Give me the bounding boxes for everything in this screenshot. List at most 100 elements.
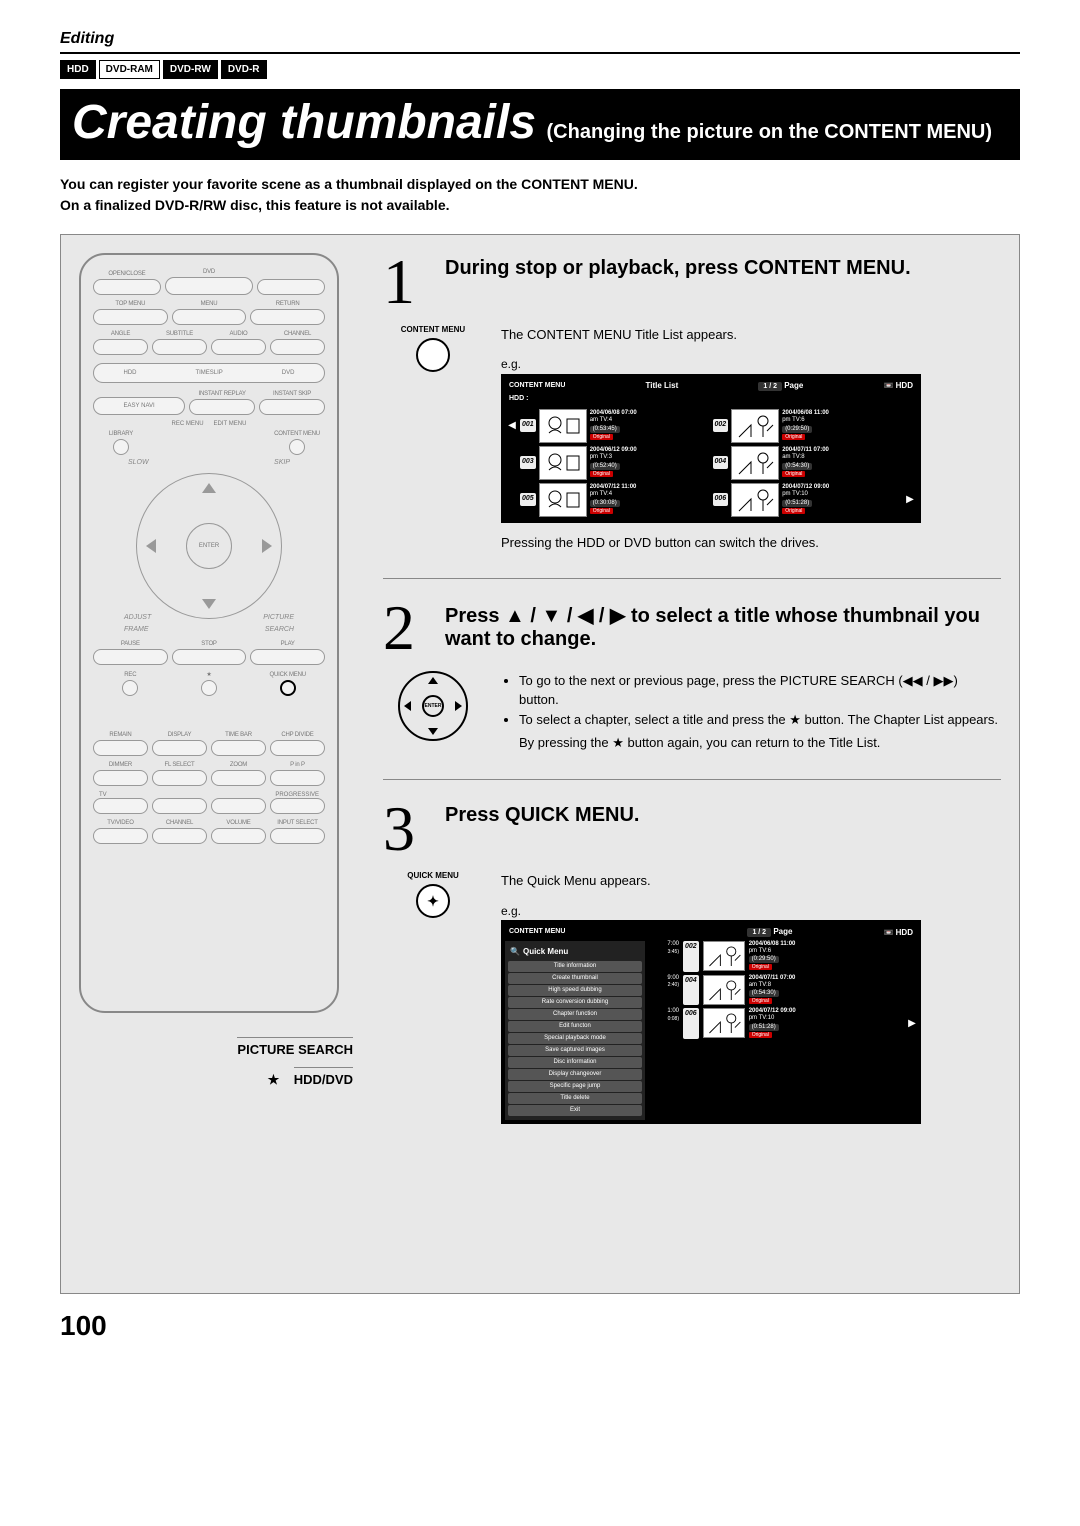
media-tag-dvdram: DVD-RAM <box>99 60 160 79</box>
dimmer-button[interactable] <box>93 770 148 786</box>
progressive-button[interactable] <box>270 798 325 814</box>
title-thumbnail[interactable]: 0012004/06/08 07:00am TV:4(0:53:45)Origi… <box>520 409 710 443</box>
quickmenu-item[interactable]: Exit <box>508 1105 642 1116</box>
title-sub: (Changing the picture on the CONTENT MEN… <box>547 121 993 143</box>
quickmenu-item[interactable]: Chapter function <box>508 1009 642 1020</box>
contentmenu-icon <box>416 338 450 372</box>
enter-button[interactable]: ENTER <box>186 523 232 569</box>
return-button[interactable] <box>250 309 325 325</box>
remote-control: OPEN/CLOSE DVD TOP MENU MENU RETURN ANGL… <box>79 253 339 1013</box>
eg-label: e.g. <box>501 904 521 918</box>
star-button[interactable] <box>201 680 217 696</box>
callout-picture-search: PICTURE SEARCH <box>237 1037 353 1057</box>
dpad-down-icon[interactable] <box>202 599 216 609</box>
dpad[interactable]: SLOW SKIP FRAME ADJUST PICTURE SEARCH EN… <box>124 461 294 631</box>
step-title: Press ▲ / ▼ / ◀ / ▶ to select a title wh… <box>445 599 1001 651</box>
angle-button[interactable] <box>93 339 148 355</box>
step-icon-label: CONTENT MENU <box>401 325 465 334</box>
intro-line-2: On a finalized DVD-R/RW disc, this featu… <box>60 197 450 213</box>
pinp-button[interactable] <box>270 770 325 786</box>
step-1: 1 During stop or playback, press CONTENT… <box>383 253 1001 552</box>
step-number: 3 <box>383 800 433 858</box>
quickmenu-item[interactable]: Disc information <box>508 1057 642 1068</box>
step-bullets: To go to the next or previous page, pres… <box>519 671 1001 730</box>
quickmenu-item[interactable]: Rate conversion dubbing <box>508 997 642 1008</box>
quickmenu-item[interactable]: Special playback mode <box>508 1033 642 1044</box>
quickmenu-button[interactable] <box>280 680 296 696</box>
channel2-button[interactable] <box>152 828 207 844</box>
quickmenu-item[interactable]: Title information <box>508 961 642 972</box>
title-thumbnail[interactable]: 0032004/06/12 09:00pm TV:3(0:52:40)Origi… <box>520 446 710 480</box>
quickmenu-item[interactable]: Specific page jump <box>508 1081 642 1092</box>
step-number: 1 <box>383 253 433 311</box>
instantskip-button[interactable] <box>259 399 325 415</box>
quickmenu-item[interactable]: Create thumbnail <box>508 973 642 984</box>
title-bar: Creating thumbnails (Changing the pictur… <box>60 89 1020 160</box>
remote-label: DVD <box>165 269 253 275</box>
divider <box>383 578 1001 579</box>
quickmenu-item[interactable]: Save captured images <box>508 1045 642 1056</box>
chpdivide-button[interactable] <box>270 740 325 756</box>
title-thumbnail[interactable]: 0062004/07/12 09:00pm TV:10(0:51:28)Orig… <box>713 483 903 517</box>
intro-text: You can register your favorite scene as … <box>60 174 1020 216</box>
dvd-indicator-button[interactable] <box>165 277 253 295</box>
menu-button[interactable] <box>172 309 247 325</box>
quickmenu-icon: ✦ <box>416 884 450 918</box>
dpad-up-icon[interactable] <box>202 483 216 493</box>
quickmenu-item[interactable]: Title delete <box>508 1093 642 1104</box>
zoom-button[interactable] <box>211 770 266 786</box>
divider <box>383 779 1001 780</box>
inputselect-button[interactable] <box>270 828 325 844</box>
display-button[interactable] <box>152 740 207 756</box>
media-tags: HDD DVD-RAM DVD-RW DVD-R <box>60 60 1020 79</box>
flselect-button[interactable] <box>152 770 207 786</box>
media-tag-hdd: HDD <box>60 60 96 79</box>
quickmenu-item[interactable]: Display changeover <box>508 1069 642 1080</box>
pause-button[interactable] <box>93 649 168 665</box>
channel-button[interactable] <box>270 339 325 355</box>
step-desc: The Quick Menu appears. <box>501 871 1001 891</box>
step-note: Pressing the HDD or DVD button can switc… <box>501 533 1001 553</box>
divider <box>60 52 1020 54</box>
section-header: Editing <box>60 30 1020 48</box>
eject-button[interactable] <box>93 279 161 295</box>
content-menu-screen: CONTENT MENU Title List 1 / 2 Page 📼 HDD… <box>501 374 921 523</box>
steps-column: 1 During stop or playback, press CONTENT… <box>383 253 1001 1275</box>
play-button[interactable] <box>250 649 325 665</box>
rec-button[interactable] <box>122 680 138 696</box>
intro-line-1: You can register your favorite scene as … <box>60 176 638 192</box>
minus-button[interactable] <box>152 798 207 814</box>
tvvideo-button[interactable] <box>93 828 148 844</box>
step-desc: The CONTENT MENU Title List appears. <box>501 325 1001 345</box>
step-2: 2 Press ▲ / ▼ / ◀ / ▶ to select a title … <box>383 599 1001 753</box>
title-thumbnail[interactable]: 0052004/07/12 11:00pm TV:4(0:30:08)Origi… <box>520 483 710 517</box>
eg-label: e.g. <box>501 357 521 371</box>
instantreplay-button[interactable] <box>189 399 255 415</box>
audio-button[interactable] <box>211 339 266 355</box>
title-thumbnail[interactable]: 0042004/07/11 07:00am TV:8(0:54:30)Origi… <box>713 446 903 480</box>
quickmenu-item[interactable]: Edit functon <box>508 1021 642 1032</box>
title-thumbnail[interactable]: 0022004/06/08 11:00pm TV:6(0:29:50)Origi… <box>713 409 903 443</box>
dpad-left-icon[interactable] <box>146 539 156 553</box>
volume-button[interactable] <box>211 828 266 844</box>
drive-select-pill[interactable]: HDDTIMESLIPDVD <box>93 363 325 383</box>
timebar-button[interactable] <box>211 740 266 756</box>
quickmenu-item[interactable]: High speed dubbing <box>508 985 642 996</box>
step-title: Press QUICK MENU. <box>445 800 640 827</box>
content-area: OPEN/CLOSE DVD TOP MENU MENU RETURN ANGL… <box>60 234 1020 1294</box>
bullet-item: To go to the next or previous page, pres… <box>519 671 1001 710</box>
remain-button[interactable] <box>93 740 148 756</box>
plus-button[interactable] <box>211 798 266 814</box>
library-button[interactable] <box>113 439 129 455</box>
subtitle-button[interactable] <box>152 339 207 355</box>
media-tag-dvdr: DVD-R <box>221 60 267 79</box>
power-button[interactable] <box>257 279 325 295</box>
callout-star: ★ <box>268 1072 280 1087</box>
stop-button[interactable] <box>172 649 247 665</box>
topmenu-button[interactable] <box>93 309 168 325</box>
contentmenu-button[interactable] <box>289 439 305 455</box>
tvpower-button[interactable] <box>93 798 148 814</box>
dpad-right-icon[interactable] <box>262 539 272 553</box>
easynavi-button[interactable]: EASY NAVI <box>93 397 185 415</box>
callout-hdd-dvd: HDD/DVD <box>294 1067 353 1087</box>
